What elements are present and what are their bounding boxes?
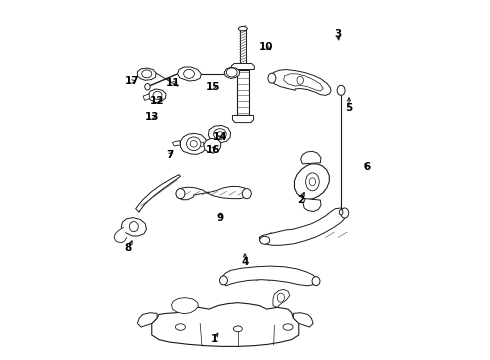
Polygon shape (122, 218, 147, 236)
Text: 8: 8 (125, 243, 132, 253)
Polygon shape (152, 303, 299, 346)
Polygon shape (177, 67, 201, 81)
Ellipse shape (187, 137, 201, 150)
Polygon shape (303, 199, 321, 212)
Polygon shape (221, 266, 317, 286)
Polygon shape (300, 151, 321, 164)
Ellipse shape (277, 293, 285, 302)
Text: 14: 14 (213, 132, 227, 142)
Ellipse shape (145, 84, 150, 90)
Ellipse shape (214, 129, 226, 139)
Text: 1: 1 (211, 333, 218, 343)
Polygon shape (206, 140, 214, 146)
Text: 6: 6 (363, 162, 370, 172)
Ellipse shape (243, 189, 251, 199)
Text: 10: 10 (259, 42, 274, 52)
Polygon shape (231, 63, 254, 69)
Ellipse shape (268, 73, 276, 83)
Polygon shape (114, 227, 126, 243)
Text: 4: 4 (241, 257, 249, 267)
Text: 16: 16 (205, 144, 220, 154)
Polygon shape (273, 289, 290, 307)
Ellipse shape (184, 69, 195, 78)
Polygon shape (224, 67, 240, 78)
Ellipse shape (129, 222, 138, 231)
Ellipse shape (283, 324, 293, 330)
Ellipse shape (337, 85, 345, 95)
Ellipse shape (153, 91, 162, 99)
Ellipse shape (306, 173, 319, 191)
Polygon shape (172, 298, 198, 314)
Ellipse shape (339, 87, 343, 93)
Ellipse shape (339, 210, 343, 215)
Ellipse shape (142, 70, 152, 78)
Polygon shape (180, 134, 207, 154)
Ellipse shape (220, 276, 227, 285)
Polygon shape (143, 94, 150, 100)
Polygon shape (137, 68, 156, 80)
Ellipse shape (226, 68, 237, 77)
Text: 13: 13 (145, 112, 159, 122)
Polygon shape (172, 140, 180, 146)
Text: 17: 17 (125, 76, 139, 86)
Polygon shape (271, 69, 331, 95)
Text: 2: 2 (297, 195, 304, 205)
Ellipse shape (297, 76, 303, 84)
Ellipse shape (233, 326, 243, 332)
Text: 3: 3 (335, 29, 342, 39)
Text: 7: 7 (166, 150, 173, 160)
Text: 12: 12 (150, 96, 164, 106)
Polygon shape (176, 186, 249, 200)
Polygon shape (197, 142, 204, 147)
Text: 9: 9 (216, 213, 223, 222)
Ellipse shape (341, 208, 349, 218)
Text: 15: 15 (205, 82, 220, 92)
Ellipse shape (217, 132, 222, 136)
Polygon shape (284, 74, 323, 91)
Ellipse shape (190, 140, 197, 147)
Polygon shape (137, 313, 157, 327)
Polygon shape (204, 138, 221, 153)
Ellipse shape (312, 276, 320, 285)
Polygon shape (232, 116, 254, 123)
Ellipse shape (238, 27, 247, 31)
Ellipse shape (176, 189, 185, 199)
Polygon shape (148, 89, 166, 103)
Polygon shape (208, 126, 231, 143)
Polygon shape (136, 175, 180, 212)
Ellipse shape (175, 324, 186, 330)
Text: 5: 5 (345, 103, 353, 113)
Polygon shape (294, 313, 313, 327)
Ellipse shape (260, 236, 270, 244)
Polygon shape (237, 69, 248, 116)
Ellipse shape (309, 178, 316, 186)
Polygon shape (294, 164, 329, 200)
Polygon shape (259, 208, 346, 245)
Text: 11: 11 (166, 78, 180, 88)
